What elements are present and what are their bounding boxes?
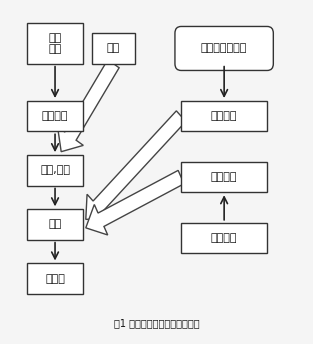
- FancyBboxPatch shape: [27, 155, 83, 185]
- Text: 提取,补偿: 提取,补偿: [40, 165, 70, 175]
- FancyBboxPatch shape: [27, 101, 83, 131]
- FancyBboxPatch shape: [27, 209, 83, 240]
- FancyBboxPatch shape: [181, 223, 267, 253]
- Text: 后处理: 后处理: [45, 273, 65, 283]
- FancyBboxPatch shape: [181, 162, 267, 192]
- FancyBboxPatch shape: [27, 23, 83, 64]
- Text: 文本数据: 文本数据: [211, 233, 237, 243]
- Text: 口音
差异: 口音 差异: [49, 33, 62, 54]
- Text: 端点检测: 端点检测: [42, 111, 68, 121]
- Text: 图1 语音识别系统基本处理框图: 图1 语音识别系统基本处理框图: [114, 318, 199, 328]
- FancyBboxPatch shape: [181, 101, 267, 131]
- FancyBboxPatch shape: [27, 264, 83, 294]
- Polygon shape: [58, 60, 119, 152]
- Text: 匹配: 匹配: [49, 219, 62, 229]
- FancyBboxPatch shape: [92, 33, 135, 64]
- Text: 语音，噪声数据: 语音，噪声数据: [201, 43, 247, 53]
- Polygon shape: [86, 111, 186, 219]
- FancyBboxPatch shape: [175, 26, 273, 71]
- Text: 语言模型: 语言模型: [211, 172, 237, 182]
- Polygon shape: [86, 170, 184, 235]
- Text: 噪声: 噪声: [107, 43, 120, 53]
- Text: 声学模型: 声学模型: [211, 111, 237, 121]
